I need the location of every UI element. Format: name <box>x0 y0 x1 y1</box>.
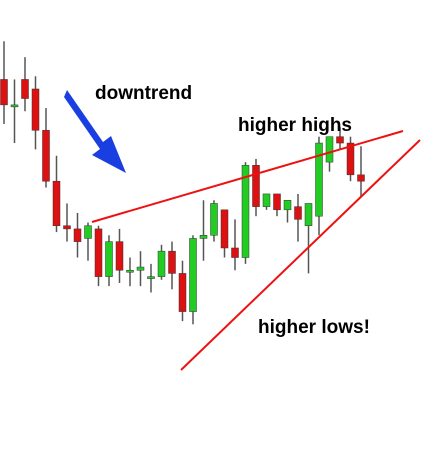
candle-body-up <box>157 250 166 277</box>
downtrend-label: downtrend <box>95 83 192 104</box>
candle-body-up <box>262 193 271 207</box>
candle <box>199 200 208 261</box>
candle <box>325 136 334 172</box>
downtrend-arrow <box>64 90 126 173</box>
candle-body-up <box>199 235 208 239</box>
candle-body-down <box>63 225 71 230</box>
candle-body-up <box>241 165 250 258</box>
candle <box>315 136 323 236</box>
candle-body-down <box>252 165 260 207</box>
candle-body-down <box>73 228 82 242</box>
candle <box>283 200 292 223</box>
candle-body-down <box>346 142 355 176</box>
candle <box>294 193 302 242</box>
candle-body-up <box>136 266 145 271</box>
candle-body-down <box>42 130 50 182</box>
candle <box>73 213 82 258</box>
candle-body-up <box>315 142 323 217</box>
candle <box>136 251 145 287</box>
candle <box>105 235 113 287</box>
candle <box>42 108 50 188</box>
candle <box>241 162 250 264</box>
candle-body-up <box>304 203 313 226</box>
candle-body-up <box>283 200 292 211</box>
candle-body-up <box>84 225 92 239</box>
candle-body-down <box>52 180 61 226</box>
candle-body-up <box>210 203 218 236</box>
candle-body-down <box>178 273 187 312</box>
candle <box>52 155 61 233</box>
candle <box>126 257 134 287</box>
candle-body-down <box>294 206 302 220</box>
candle <box>178 260 187 322</box>
candle-body-down <box>31 88 40 131</box>
candle-body-up <box>126 269 134 273</box>
candle-body-down <box>94 228 103 277</box>
candle <box>115 228 124 283</box>
candle <box>189 235 197 325</box>
candle-body-down <box>357 174 365 182</box>
candle <box>157 244 166 280</box>
candle-body-down <box>115 241 124 271</box>
lower-trendline <box>180 139 421 371</box>
candle <box>31 76 40 150</box>
higher-highs-label: higher highs <box>238 115 352 136</box>
candle <box>210 200 218 242</box>
candle <box>262 193 271 210</box>
candle <box>21 57 29 112</box>
candle-body-down <box>21 79 29 99</box>
candle <box>357 146 365 198</box>
candle <box>231 219 239 271</box>
candle-body-down <box>168 250 176 274</box>
candle-body-up <box>10 104 19 108</box>
candle-body-down <box>0 79 8 106</box>
upper-trendline <box>91 130 404 223</box>
candle-body-up <box>325 136 334 163</box>
candle <box>273 193 281 217</box>
candle-body-down <box>220 209 229 249</box>
candle <box>168 241 176 290</box>
candle-body-up <box>189 238 197 312</box>
higher-lows-label: higher lows! <box>258 317 370 338</box>
candles-group <box>0 41 365 325</box>
candle-body-down <box>336 136 344 144</box>
candle <box>10 79 19 144</box>
candle-body-down <box>231 247 239 258</box>
candle <box>220 209 229 258</box>
candle <box>0 41 8 124</box>
candle <box>346 136 355 182</box>
candle-body-down <box>273 193 281 211</box>
candle <box>252 158 260 217</box>
candle-body-up <box>105 241 113 277</box>
candle <box>147 263 155 293</box>
candle <box>63 203 71 242</box>
candle <box>84 222 92 261</box>
candle <box>304 203 313 274</box>
candle <box>336 127 344 150</box>
candle <box>94 225 103 287</box>
candle-body-up <box>147 276 155 279</box>
